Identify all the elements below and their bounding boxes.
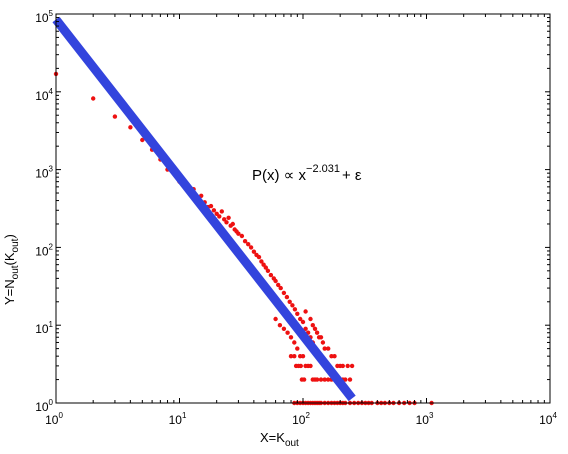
- x-tick-label-2: 102: [292, 411, 310, 427]
- data-point-85: [298, 363, 303, 369]
- data-point-52: [303, 326, 308, 331]
- data-point-72: [322, 377, 327, 382]
- data-point-44: [281, 290, 287, 296]
- data-point-18: [217, 214, 222, 219]
- data-point-103: [345, 363, 350, 369]
- data-point-35: [259, 259, 264, 264]
- data-point-49: [295, 311, 300, 316]
- data-point-46: [287, 299, 292, 304]
- data-point-70: [314, 377, 320, 382]
- data-point-48: [292, 307, 298, 312]
- data-point-59: [285, 330, 290, 335]
- tick-labels: 100 101 102 103 104 100 101 102 103 104 105: [35, 9, 557, 427]
- data-point-67: [308, 363, 313, 369]
- data-point-91: [312, 326, 318, 331]
- data-point-19: [219, 209, 224, 214]
- data-point-56: [273, 316, 278, 322]
- data-point-79: [343, 377, 348, 382]
- y-tick-label-5: 105: [35, 9, 53, 25]
- data-point-45: [284, 294, 290, 300]
- data-point-37: [263, 265, 268, 270]
- data-point-43: [278, 285, 283, 291]
- data-point-62: [295, 346, 300, 351]
- fit-line-layer: [52, 16, 356, 402]
- data-point-57: [277, 323, 283, 328]
- x-tick-label-1: 101: [169, 411, 187, 427]
- data-point-29: [242, 239, 248, 244]
- data-point-73: [326, 377, 331, 382]
- data-point-28: [239, 233, 245, 239]
- y-tick-label-0: 100: [35, 398, 53, 414]
- data-point-90: [310, 323, 315, 328]
- data-point-94: [318, 335, 324, 340]
- y-tick-label-4: 104: [35, 87, 53, 103]
- data-point-21: [224, 220, 229, 225]
- data-point-22: [226, 215, 231, 220]
- data-point-95: [320, 340, 326, 345]
- data-point-51: [300, 319, 306, 325]
- data-point-92: [314, 330, 320, 335]
- data-point-34: [256, 254, 262, 260]
- data-point-71: [318, 377, 324, 382]
- data-point-41: [273, 278, 278, 284]
- y-tick-label-1: 101: [35, 320, 53, 336]
- data-point-2: [112, 114, 118, 119]
- data-point-39: [268, 272, 274, 278]
- data-point-58: [281, 326, 287, 331]
- data-point-104: [349, 363, 355, 369]
- data-point-30: [246, 242, 251, 247]
- data-point-31: [248, 245, 254, 250]
- data-point-102: [340, 363, 345, 369]
- data-point-24: [230, 221, 235, 227]
- x-tick-label-4: 104: [539, 411, 557, 427]
- axis-ticks: [55, 13, 551, 404]
- data-point-16: [211, 208, 217, 213]
- data-point-87: [301, 377, 307, 382]
- data-point-50: [298, 316, 303, 322]
- data-point-60: [288, 335, 294, 340]
- data-point-81: [288, 354, 294, 359]
- y-tick-label-2: 102: [35, 242, 53, 258]
- data-point-3: [128, 125, 133, 130]
- data-point-89: [308, 316, 313, 322]
- x-axis-title: X=Kout: [260, 430, 299, 449]
- data-point-32: [251, 249, 257, 254]
- data-point-27: [236, 231, 241, 236]
- data-point-47: [290, 303, 295, 308]
- data-point-42: [276, 282, 281, 288]
- data-point-38: [265, 268, 271, 273]
- data-point-88: [303, 309, 308, 314]
- annotation: P(x) ∝ x−2.031 + ε: [252, 163, 362, 184]
- data-point-99: [332, 354, 337, 359]
- x-tick-label-3: 103: [416, 411, 434, 427]
- data-point-82: [292, 354, 297, 359]
- data-point-1: [91, 96, 96, 101]
- y-axis-title: Y=Nout(Kout): [2, 234, 21, 305]
- data-point-64: [300, 354, 306, 359]
- data-point-80: [347, 377, 353, 382]
- data-point-20: [222, 217, 227, 222]
- data-point-97: [326, 346, 331, 351]
- fit-line: [52, 16, 356, 402]
- data-point-4: [140, 137, 145, 143]
- data-point-15: [208, 203, 214, 209]
- y-tick-label-3: 103: [35, 165, 53, 181]
- data-point-61: [292, 340, 297, 345]
- x-tick-label-0: 100: [45, 411, 63, 427]
- data-point-96: [322, 346, 327, 351]
